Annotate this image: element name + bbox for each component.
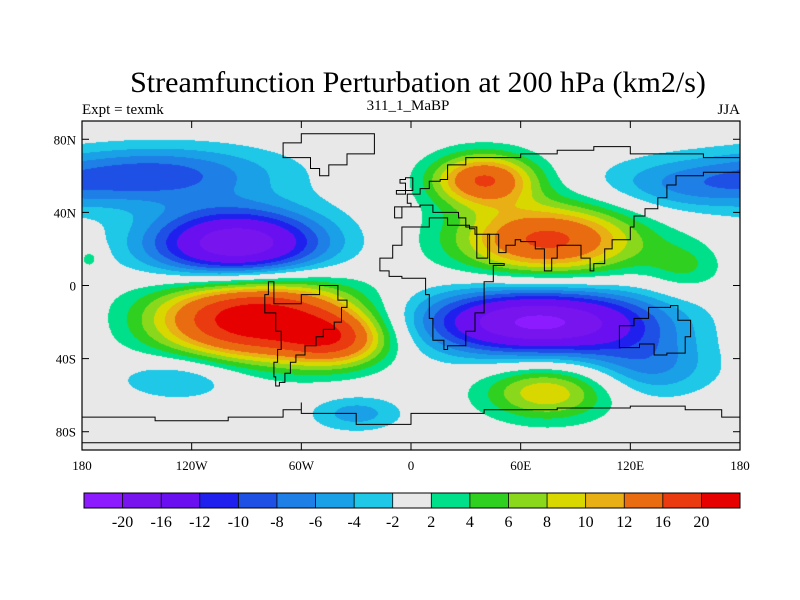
coastline-segment: [395, 177, 414, 195]
case-label: 311_1_MaBP: [367, 98, 450, 114]
colorbar-label: 16: [655, 514, 671, 531]
colorbar-swatch: [161, 493, 201, 508]
coastline-segment: [618, 305, 692, 356]
colorbar-swatch: [84, 493, 123, 508]
colorbar-swatch: [508, 493, 548, 508]
coastline-segment: [394, 146, 741, 272]
colorbar-label: 2: [427, 514, 435, 531]
colorbar-swatch: [547, 493, 586, 508]
colorbar-swatch: [238, 493, 278, 508]
chart-title: Streamfunction Perturbation at 200 hPa (…: [130, 66, 706, 99]
x-tick-label: 120E: [617, 458, 645, 473]
x-tick-label: 180: [730, 458, 750, 473]
colorbar-label: 8: [543, 514, 551, 531]
colorbar-swatch: [624, 493, 664, 508]
colorbar-label: 10: [578, 514, 594, 531]
colorbar-swatch: [701, 493, 741, 508]
y-tick-label: 0: [70, 279, 77, 294]
experiment-label: Expt = texmk: [82, 102, 164, 118]
colorbar-swatch: [469, 493, 509, 508]
coastline-segment: [282, 133, 375, 177]
colorbar-swatch: [585, 493, 625, 508]
colorbar-swatch: [354, 493, 394, 508]
x-tick-label: 180: [72, 458, 92, 473]
colorbar-label: -20: [112, 514, 133, 531]
colorbar: -20 -16 -12 -10 -8 -6 -4 -2 2 4 6 8 10 12 16 20: [83, 492, 741, 531]
x-tick-label: 0: [408, 458, 415, 473]
colorbar-label: -16: [151, 514, 172, 531]
colorbar-swatch: [122, 493, 162, 508]
coastline-segment: [264, 281, 348, 387]
contour-field: [82, 121, 740, 450]
y-axis: 80N 40N 0 40S 80S: [54, 132, 740, 440]
colorbar-swatch: [392, 493, 432, 508]
colorbar-label: -2: [386, 514, 399, 531]
colorbar-swatch: [315, 493, 355, 508]
y-tick-label: 40S: [56, 352, 76, 367]
y-tick-label: 40N: [54, 205, 77, 220]
colorbar-swatch: [276, 493, 316, 508]
coastline-segment: [379, 217, 505, 350]
colorbar-label: 20: [693, 514, 709, 531]
colorbar-label: -4: [347, 514, 360, 531]
colorbar-label: -8: [270, 514, 283, 531]
x-tick-label: 60E: [510, 458, 531, 473]
coastline-outline: [81, 133, 741, 444]
colorbar-swatch: [662, 493, 702, 508]
colorbar-swatch: [199, 493, 239, 508]
colorbar-label: -6: [309, 514, 322, 531]
colorbar-label: 4: [466, 514, 474, 531]
x-axis: 180 120W 60W 0 60E 120E 180: [72, 121, 750, 473]
x-tick-label: 120W: [176, 458, 209, 473]
colorbar-frame: [83, 492, 741, 509]
x-tick-label: 60W: [289, 458, 315, 473]
colorbar-label: -12: [189, 514, 210, 531]
colorbar-swatch: [431, 493, 471, 508]
coastline-segment: [81, 402, 741, 444]
season-label: JJA: [717, 102, 740, 118]
colorbar-label: 6: [504, 514, 512, 531]
y-tick-label: 80N: [54, 132, 77, 147]
colorbar-label: -10: [228, 514, 249, 531]
colorbar-label: 12: [616, 514, 632, 531]
y-tick-label: 80S: [56, 425, 76, 440]
